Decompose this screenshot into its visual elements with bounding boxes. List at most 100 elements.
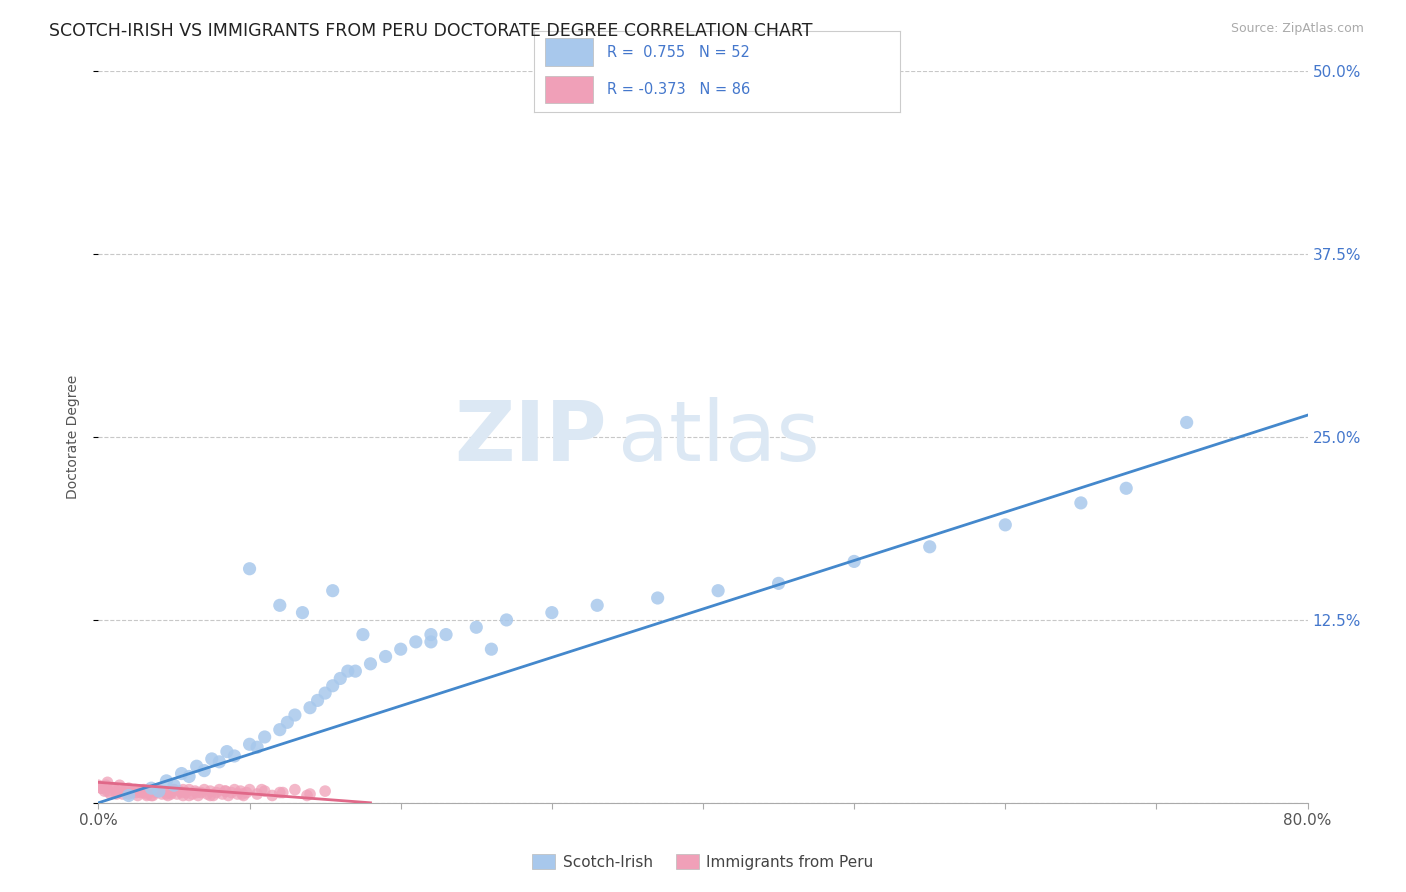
Point <box>235 786 257 800</box>
Point <box>125 782 148 797</box>
Point <box>389 642 412 657</box>
Point <box>481 642 503 657</box>
Point <box>250 782 273 797</box>
Point <box>148 784 170 798</box>
Point <box>1175 416 1198 430</box>
Point <box>139 784 162 798</box>
Point <box>193 764 215 778</box>
Point <box>111 787 134 801</box>
Point <box>208 782 231 797</box>
Point <box>420 635 443 649</box>
Point <box>217 789 239 803</box>
Point <box>125 786 148 800</box>
Point <box>179 789 201 803</box>
Point <box>201 752 224 766</box>
Point <box>299 787 322 801</box>
Text: R = -0.373   N = 86: R = -0.373 N = 86 <box>607 82 751 97</box>
Point <box>148 784 170 798</box>
Point <box>707 583 730 598</box>
Point <box>215 745 238 759</box>
Point <box>93 784 115 798</box>
Point <box>202 789 225 803</box>
Point <box>181 787 204 801</box>
Point <box>844 554 866 568</box>
Point <box>172 789 194 803</box>
Point <box>150 787 173 801</box>
Point <box>142 789 165 803</box>
Point <box>205 786 228 800</box>
Point <box>148 784 170 798</box>
Point <box>174 786 197 800</box>
Point <box>226 787 249 801</box>
Point <box>135 787 157 801</box>
Point <box>276 715 298 730</box>
Point <box>170 786 193 800</box>
Point <box>253 784 276 798</box>
Text: ZIP: ZIP <box>454 397 606 477</box>
Point <box>374 649 396 664</box>
Point <box>129 786 152 800</box>
Point <box>118 787 141 801</box>
Point <box>322 583 344 598</box>
Point <box>114 784 136 798</box>
Point <box>229 784 252 798</box>
Point <box>200 784 222 798</box>
Point <box>224 782 246 797</box>
Point <box>1070 496 1092 510</box>
Point <box>124 782 146 797</box>
Point <box>540 606 562 620</box>
Point <box>322 679 344 693</box>
Point <box>108 778 131 792</box>
Point <box>118 789 141 803</box>
Point <box>344 664 367 678</box>
Point <box>163 782 186 797</box>
Point <box>96 775 118 789</box>
Point <box>434 627 457 641</box>
Point <box>253 730 276 744</box>
Point <box>160 787 183 801</box>
Text: SCOTCH-IRISH VS IMMIGRANTS FROM PERU DOCTORATE DEGREE CORRELATION CHART: SCOTCH-IRISH VS IMMIGRANTS FROM PERU DOC… <box>49 22 813 40</box>
Point <box>127 789 149 803</box>
Point <box>96 784 118 798</box>
Y-axis label: Doctorate Degree: Doctorate Degree <box>66 375 80 500</box>
Point <box>284 782 307 797</box>
Point <box>90 781 112 796</box>
Point <box>169 784 191 798</box>
Point <box>299 700 322 714</box>
Point <box>232 789 254 803</box>
Point <box>153 784 176 798</box>
Point <box>184 784 207 798</box>
Point <box>1115 481 1137 495</box>
Point <box>246 787 269 801</box>
Point <box>211 787 233 801</box>
Point <box>918 540 941 554</box>
Point <box>586 599 609 613</box>
Text: R =  0.755   N = 52: R = 0.755 N = 52 <box>607 45 751 60</box>
Point <box>352 627 374 641</box>
Point <box>94 778 117 792</box>
Point <box>121 786 143 800</box>
Point <box>145 786 167 800</box>
Point <box>262 789 284 803</box>
Point <box>307 693 329 707</box>
Point <box>190 786 212 800</box>
Point <box>360 657 382 671</box>
Point <box>105 787 128 801</box>
Point <box>465 620 488 634</box>
Point <box>239 562 262 576</box>
Point <box>994 517 1017 532</box>
Point <box>200 789 222 803</box>
Point <box>132 786 155 800</box>
Point <box>231 787 253 801</box>
Point <box>186 759 208 773</box>
Point <box>187 789 209 803</box>
Point <box>172 782 194 797</box>
Point <box>214 784 236 798</box>
Point <box>148 782 170 797</box>
Point <box>155 787 177 801</box>
Point <box>208 755 231 769</box>
Point <box>314 686 336 700</box>
Point <box>103 781 125 796</box>
Point <box>269 599 291 613</box>
Point <box>224 749 246 764</box>
